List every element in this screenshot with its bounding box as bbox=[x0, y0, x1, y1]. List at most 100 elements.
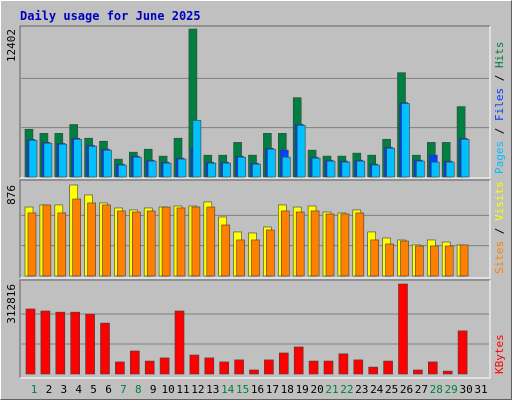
bar bbox=[326, 160, 336, 178]
bar bbox=[147, 160, 157, 178]
x-tick-label: 31 bbox=[474, 383, 487, 396]
x-tick-label: 16 bbox=[251, 383, 264, 396]
y-tick-label: 12402 bbox=[5, 29, 18, 62]
legend-entry: Visits bbox=[493, 181, 506, 221]
bar bbox=[341, 161, 351, 178]
bar bbox=[40, 310, 51, 375]
y-tick-label: 876 bbox=[5, 185, 18, 205]
legend: Pages / Files / Hits bbox=[493, 42, 506, 175]
x-tick-label: 9 bbox=[150, 383, 157, 396]
bar bbox=[117, 210, 126, 277]
bar bbox=[132, 211, 141, 277]
x-tick-label: 17 bbox=[266, 383, 279, 396]
x-tick-label: 7 bbox=[120, 383, 127, 396]
bar bbox=[222, 162, 231, 178]
bar bbox=[58, 143, 68, 178]
x-tick-label: 11 bbox=[176, 383, 189, 396]
x-tick-label: 6 bbox=[105, 383, 112, 396]
x-tick-label: 30 bbox=[459, 383, 472, 396]
bar bbox=[206, 206, 216, 277]
bar bbox=[176, 207, 186, 277]
bar bbox=[280, 210, 290, 277]
legend-entry: Pages bbox=[493, 141, 506, 174]
bar bbox=[281, 156, 291, 178]
bar bbox=[57, 212, 67, 277]
bar bbox=[237, 156, 246, 178]
bar bbox=[416, 160, 425, 178]
bar bbox=[338, 353, 349, 375]
bar bbox=[207, 162, 217, 178]
bar bbox=[278, 352, 289, 375]
panel-edge-dark bbox=[19, 279, 490, 378]
x-tick-label: 19 bbox=[296, 383, 309, 396]
bar bbox=[192, 120, 202, 178]
x-tick-label: 10 bbox=[161, 383, 174, 396]
legend-entry: Files bbox=[493, 88, 506, 121]
bar bbox=[25, 308, 36, 375]
legend: KBytes bbox=[493, 334, 506, 374]
legend-entry: Hits bbox=[493, 42, 506, 69]
x-tick-label: 3 bbox=[60, 383, 67, 396]
bar bbox=[356, 160, 366, 178]
bar bbox=[144, 360, 155, 375]
bar bbox=[102, 204, 111, 277]
bar bbox=[118, 164, 127, 178]
bar bbox=[457, 330, 468, 375]
bar bbox=[221, 224, 230, 277]
x-tick-label: 20 bbox=[310, 383, 323, 396]
x-tick-label: 13 bbox=[206, 383, 219, 396]
bar bbox=[72, 198, 81, 277]
bar bbox=[70, 311, 80, 375]
x-tick-label: 5 bbox=[90, 383, 97, 396]
bar bbox=[460, 138, 470, 178]
panel-edge-dark bbox=[19, 179, 490, 278]
panel-edge-dark bbox=[19, 25, 490, 178]
bar bbox=[308, 360, 319, 375]
bar bbox=[100, 322, 110, 375]
bar bbox=[162, 162, 172, 178]
bar bbox=[400, 240, 409, 277]
bar bbox=[311, 157, 321, 178]
bar bbox=[219, 361, 229, 375]
x-tick-label: 4 bbox=[75, 383, 82, 396]
bar bbox=[252, 163, 261, 178]
x-tick-label: 23 bbox=[355, 383, 368, 396]
bar bbox=[386, 147, 395, 178]
bar bbox=[159, 357, 170, 375]
bar bbox=[293, 346, 304, 375]
bar bbox=[42, 204, 52, 277]
legend-separator: / bbox=[493, 221, 506, 241]
bar bbox=[130, 350, 140, 375]
x-tick-label: 24 bbox=[370, 383, 384, 396]
bar bbox=[267, 148, 276, 178]
bar bbox=[249, 369, 259, 375]
x-tick-label: 15 bbox=[236, 383, 249, 396]
x-tick-label: 29 bbox=[445, 383, 458, 396]
x-tick-label: 2 bbox=[46, 383, 53, 396]
legend-separator: / bbox=[493, 121, 506, 141]
x-tick-label: 27 bbox=[415, 383, 428, 396]
bar bbox=[43, 142, 53, 178]
panel-edge-light bbox=[20, 280, 491, 379]
bar bbox=[355, 212, 365, 277]
bar bbox=[234, 359, 244, 375]
bar bbox=[295, 211, 305, 277]
bar bbox=[85, 313, 95, 375]
bar bbox=[133, 156, 142, 178]
panel bbox=[20, 26, 490, 178]
y-tick-label: 312816 bbox=[5, 284, 18, 324]
legend-entry: Sites bbox=[493, 241, 506, 274]
panel bbox=[20, 280, 490, 378]
legend-entry: KBytes bbox=[493, 334, 506, 374]
bar bbox=[415, 245, 424, 277]
legend-separator: / bbox=[493, 68, 506, 88]
bar bbox=[73, 138, 82, 178]
x-tick-label: 28 bbox=[430, 383, 443, 396]
bar bbox=[87, 202, 96, 277]
bar bbox=[251, 239, 260, 277]
bar bbox=[340, 213, 350, 277]
bar bbox=[204, 357, 215, 375]
legend: Sites / Visits bbox=[493, 181, 506, 274]
